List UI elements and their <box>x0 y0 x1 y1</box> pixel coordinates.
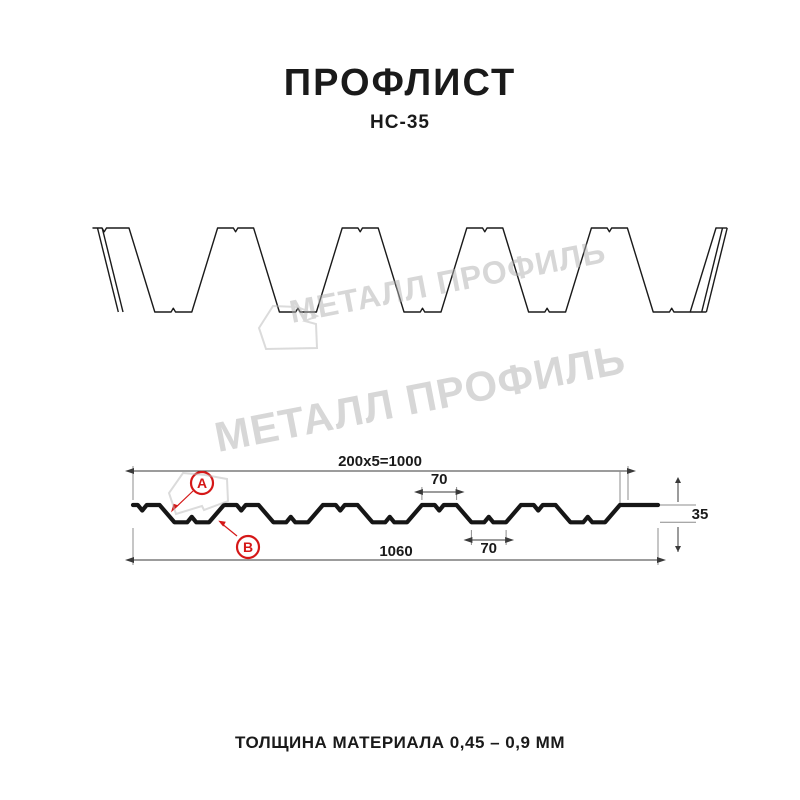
svg-text:35: 35 <box>692 506 709 523</box>
svg-text:МЕТАЛЛ ПРОФИЛЬ: МЕТАЛЛ ПРОФИЛЬ <box>211 335 630 461</box>
svg-text:B: B <box>243 539 253 555</box>
svg-text:70: 70 <box>431 471 448 488</box>
svg-text:МЕТАЛЛ ПРОФИЛЬ: МЕТАЛЛ ПРОФИЛЬ <box>286 233 608 330</box>
svg-text:A: A <box>197 475 207 491</box>
svg-text:200x5=1000: 200x5=1000 <box>338 453 422 470</box>
svg-text:70: 70 <box>480 540 497 557</box>
svg-text:1060: 1060 <box>379 543 412 560</box>
